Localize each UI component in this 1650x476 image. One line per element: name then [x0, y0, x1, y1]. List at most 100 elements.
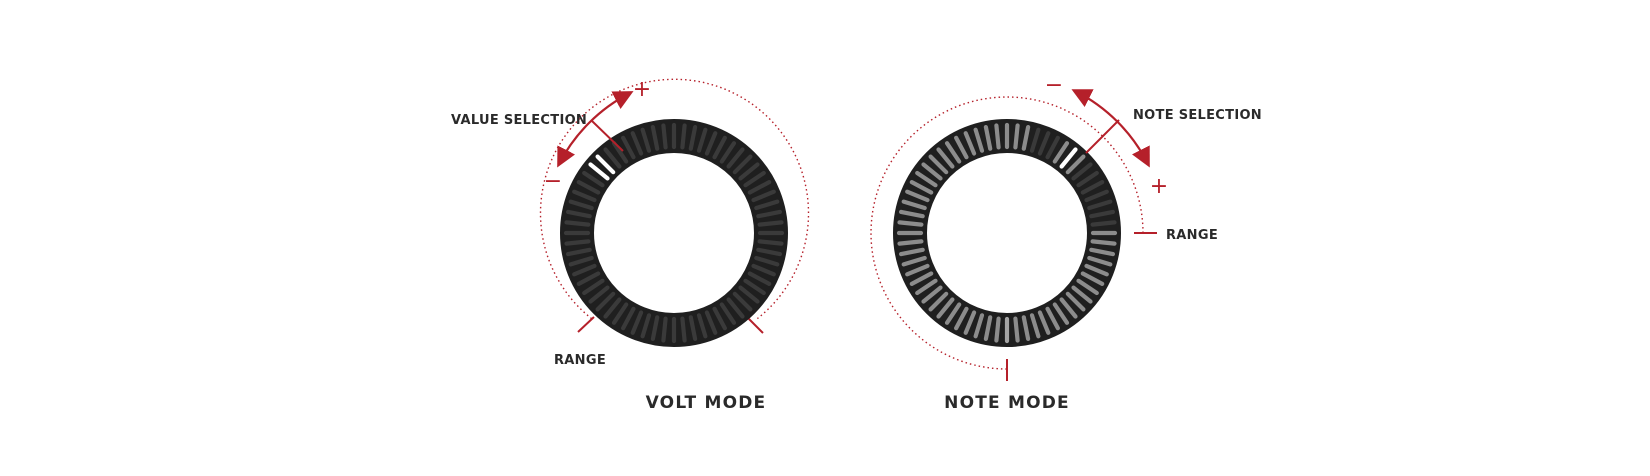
volt-value-selection-label: VALUE SELECTION: [451, 113, 587, 128]
note-segment: [898, 247, 925, 257]
note-segment: [1087, 255, 1113, 267]
volt-segment: [756, 247, 783, 257]
volt-segment: [696, 313, 708, 339]
volt-segment: [620, 306, 636, 331]
note-mode-group: − + NOTE SELECTION RANGE NOTE MODE: [870, 73, 1262, 413]
note-segment: [1045, 135, 1061, 160]
volt-segment: [751, 189, 776, 203]
note-segment: [1089, 247, 1116, 257]
volt-segment: [726, 147, 745, 169]
volt-segment: [640, 127, 652, 153]
volt-knob-center[interactable]: [595, 154, 753, 312]
volt-segment: [754, 199, 780, 211]
note-segment-ring: [896, 122, 1118, 344]
note-segment: [897, 220, 924, 227]
note-segment: [1045, 306, 1061, 331]
volt-segment: [582, 278, 605, 296]
note-segment: [994, 316, 1001, 343]
volt-segment: [751, 263, 776, 277]
note-segment: [1059, 297, 1078, 319]
note-segment: [909, 180, 934, 195]
volt-segment: [650, 315, 660, 341]
note-segment: [1087, 199, 1113, 211]
note-segment: [905, 189, 930, 203]
volt-mode-title: VOLT MODE: [646, 393, 767, 413]
note-segment: [936, 297, 955, 319]
note-segment: [901, 255, 927, 267]
volt-selection-arrow: [557, 91, 634, 168]
volt-range-label: RANGE: [554, 353, 606, 368]
volt-segment: [732, 154, 753, 175]
volt-segment: [564, 220, 591, 227]
volt-segment: [719, 141, 737, 164]
note-range-label: RANGE: [1166, 228, 1218, 243]
note-segment: [1065, 291, 1086, 312]
volt-segment: [611, 302, 629, 325]
volt-segment: [630, 131, 644, 156]
note-segment: [936, 147, 955, 169]
note-segment: [905, 263, 930, 277]
note-segment: [944, 141, 962, 164]
note-segment: [921, 285, 943, 304]
note-segment: [915, 278, 938, 296]
note-segment: [1076, 278, 1099, 296]
note-segment: [1084, 263, 1109, 277]
volt-segment: [757, 239, 784, 246]
volt-segment: [747, 180, 772, 195]
note-segment: [1021, 315, 1031, 341]
volt-segment: [754, 255, 780, 267]
volt-segment: [757, 220, 784, 227]
volt-segment: [712, 306, 728, 331]
note-segment: [944, 302, 962, 325]
note-segment: [1084, 189, 1109, 203]
volt-range-tick-right: [746, 316, 764, 334]
note-segment: [928, 154, 949, 175]
note-plus-sign: +: [1150, 174, 1168, 199]
note-segment: [973, 127, 985, 153]
volt-segment: [680, 123, 687, 150]
note-segment: [1021, 124, 1031, 151]
volt-segment: [738, 162, 760, 181]
volt-segment: [595, 291, 616, 312]
note-segment: [1013, 123, 1020, 150]
volt-minus-sign: −: [544, 169, 562, 194]
note-segment: [973, 313, 985, 339]
volt-segment: [572, 263, 597, 277]
note-segment: [1029, 127, 1041, 153]
note-segment: [1090, 239, 1117, 246]
volt-plus-sign: +: [633, 77, 651, 102]
volt-range-tick-left: [577, 316, 595, 333]
volt-segment: [603, 297, 622, 319]
volt-segment: [650, 124, 660, 151]
note-segment: [901, 199, 927, 211]
note-mode-title: NOTE MODE: [944, 393, 1070, 413]
volt-segment: [704, 310, 718, 335]
volt-segment: [743, 170, 766, 188]
volt-segment: [661, 316, 668, 343]
note-segment: [963, 131, 977, 156]
volt-range-arc: [539, 78, 810, 320]
volt-segment: [712, 135, 728, 160]
volt-segment: [704, 131, 718, 156]
volt-segment: [719, 302, 737, 325]
volt-segment: [743, 278, 766, 296]
volt-segment: [568, 199, 594, 211]
note-segment: [1076, 170, 1099, 188]
note-segment: [909, 271, 934, 286]
volt-segment: [576, 180, 601, 195]
note-segment: [953, 135, 969, 160]
note-segment: [1052, 141, 1070, 164]
volt-segment: [732, 291, 753, 312]
note-knob-center[interactable]: [928, 154, 1086, 312]
volt-segment: [688, 124, 698, 151]
volt-mode-group: + − VALUE SELECTION RANGE VOLT MODE: [451, 77, 810, 413]
note-segment: [928, 291, 949, 312]
note-segment: [921, 162, 943, 181]
volt-segment: [565, 209, 592, 219]
note-segment: [1080, 271, 1105, 286]
volt-segment: [756, 209, 783, 219]
volt-segment: [568, 255, 594, 267]
note-selection-label: NOTE SELECTION: [1133, 108, 1262, 123]
note-segment: [1080, 180, 1105, 195]
